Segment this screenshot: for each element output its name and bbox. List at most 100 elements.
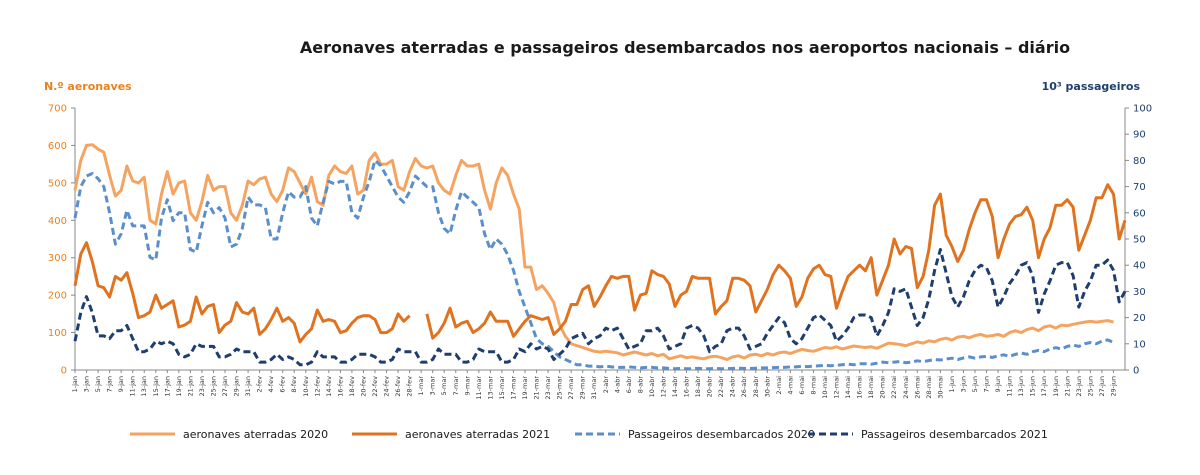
x-tick-label: 10-abr bbox=[648, 376, 656, 398]
x-tick-label: 21-mar bbox=[533, 376, 541, 400]
y-right-tick-label: 20 bbox=[1133, 313, 1146, 324]
x-tick-label: 29-jan bbox=[233, 376, 241, 397]
x-tick-label: 11-mar bbox=[475, 376, 483, 400]
x-tick-label: 15-mar bbox=[498, 376, 506, 400]
y-right-tick-label: 10 bbox=[1133, 339, 1146, 350]
x-tick-label: 5-jan bbox=[94, 376, 102, 392]
y-right-tick-label: 70 bbox=[1133, 182, 1146, 193]
x-tick-label: 12-mai bbox=[833, 376, 841, 399]
x-tick-label: 3-jun bbox=[959, 376, 967, 393]
legend-label: aeronaves aterradas 2021 bbox=[405, 428, 550, 441]
x-tick-label: 22-abr bbox=[717, 376, 725, 398]
x-tick-label: 21-jan bbox=[186, 376, 194, 397]
x-tick-label: 17-jan bbox=[163, 376, 171, 397]
axes-layer: 0 100 200 300 400 500 600 700 0 10 20 30 40 50 60 70 80 9… bbox=[48, 104, 1152, 400]
y-right-tick-label: 30 bbox=[1133, 287, 1146, 298]
x-tick-label: 30-mai bbox=[936, 376, 944, 399]
x-tick-label: 2-fev bbox=[256, 376, 264, 393]
y-axis-left-title: N.º aeronaves bbox=[44, 80, 132, 93]
x-tick-label: 17-mar bbox=[509, 376, 517, 400]
y-left-tick-label: 300 bbox=[48, 253, 67, 264]
series-line-1 bbox=[425, 183, 1127, 340]
x-tick-label: 24-mai bbox=[902, 376, 910, 399]
x-tick-label: 20-mai bbox=[879, 376, 887, 399]
y-left-tick-label: 100 bbox=[48, 328, 67, 339]
x-tick-label: 29-mar bbox=[579, 376, 587, 400]
x-tick-label: 9-jun bbox=[994, 376, 1002, 393]
x-tick-label: 4-abr bbox=[613, 376, 621, 394]
x-tick-label: 1-jun bbox=[948, 376, 956, 393]
legend-label: Passageiros desembarcados 2021 bbox=[861, 428, 1048, 441]
x-tick-label: 24-fev bbox=[383, 376, 391, 397]
series-layer bbox=[73, 143, 1127, 371]
x-tick-label: 27-jun bbox=[1098, 376, 1106, 397]
y-right-tick-label: 90 bbox=[1133, 130, 1146, 141]
x-tick-label: 10-fev bbox=[302, 376, 310, 397]
x-tick-label: 25-mar bbox=[556, 376, 564, 400]
x-tick-label: 10-mai bbox=[821, 376, 829, 399]
x-tick-label: 31-mar bbox=[590, 376, 598, 400]
x-tick-label: 18-fev bbox=[348, 376, 356, 397]
y-right-tick-label: 40 bbox=[1133, 261, 1146, 272]
series-line-3 bbox=[73, 248, 1127, 367]
x-tick-label: 7-jun bbox=[983, 376, 991, 393]
x-tick-label: 22-mai bbox=[890, 376, 898, 399]
y-right-tick-label: 100 bbox=[1133, 104, 1152, 115]
x-tick-label: 27-jan bbox=[221, 376, 229, 397]
x-tick-label: 4-mai bbox=[786, 376, 794, 395]
x-tick-label: 11-jan bbox=[129, 376, 137, 397]
x-tick-label: 13-mar bbox=[486, 376, 494, 400]
x-tick-label: 13-jan bbox=[140, 376, 148, 397]
x-tick-label: 17-jun bbox=[1040, 376, 1048, 397]
x-tick-label: 19-jun bbox=[1052, 376, 1060, 397]
y-right-tick-label: 50 bbox=[1133, 235, 1146, 246]
x-tick-label: 18-mai bbox=[867, 376, 875, 399]
x-tick-label: 20-fev bbox=[359, 376, 367, 397]
series-line-2 bbox=[73, 158, 1115, 371]
x-tick-label: 12-abr bbox=[659, 376, 667, 398]
x-tick-label: 5-mar bbox=[440, 376, 448, 396]
y-left-tick-label: 0 bbox=[61, 366, 67, 377]
x-tick-label: 7-mar bbox=[452, 376, 460, 396]
x-tick-label: 2-abr bbox=[602, 376, 610, 394]
x-tick-label: 20-abr bbox=[706, 376, 714, 398]
x-tick-label: 28-abr bbox=[752, 376, 760, 398]
x-tick-label: 31-jan bbox=[244, 376, 252, 397]
x-tick-label: 16-abr bbox=[683, 376, 691, 398]
x-tick-label: 8-abr bbox=[636, 376, 644, 394]
x-tick-label: 4-fev bbox=[267, 376, 275, 393]
x-tick-label: 25-jan bbox=[209, 376, 217, 397]
x-tick-label: 8-mai bbox=[809, 376, 817, 395]
x-tick-label: 16-fev bbox=[336, 376, 344, 397]
legend-label: aeronaves aterradas 2020 bbox=[183, 428, 328, 441]
x-tick-label: 6-abr bbox=[625, 376, 633, 394]
x-tick-label: 19-mar bbox=[521, 376, 529, 400]
x-tick-label: 16-mai bbox=[856, 376, 864, 399]
y-left-tick-label: 600 bbox=[48, 141, 67, 152]
x-tick-label: 14-abr bbox=[671, 376, 679, 398]
x-tick-label: 18-abr bbox=[694, 376, 702, 398]
y-axis-right-title: 10³ passageiros bbox=[1041, 80, 1140, 93]
x-tick-label: 30-abr bbox=[763, 376, 771, 398]
series-line-1 bbox=[73, 241, 411, 344]
x-tick-label: 25-jun bbox=[1086, 376, 1094, 397]
y-right-tick-label: 60 bbox=[1133, 208, 1146, 219]
x-tick-label: 9-jan bbox=[117, 376, 125, 392]
x-tick-label: 15-jan bbox=[152, 376, 160, 397]
y-right-tick-label: 80 bbox=[1133, 156, 1146, 167]
x-tick-label: 6-mai bbox=[798, 376, 806, 395]
x-tick-label: 13-jun bbox=[1017, 376, 1025, 397]
x-tick-label: 27-mar bbox=[567, 376, 575, 400]
y-left-tick-label: 200 bbox=[48, 291, 67, 302]
x-tick-label: 5-jun bbox=[971, 376, 979, 393]
x-tick-label: 1-jan bbox=[71, 376, 79, 392]
x-tick-label: 24-abr bbox=[729, 376, 737, 398]
legend-label: Passageiros desembarcados 2020 bbox=[628, 428, 815, 441]
x-tick-label: 28-mai bbox=[925, 376, 933, 399]
x-tick-label: 7-jan bbox=[106, 376, 114, 392]
x-tick-label: 12-fev bbox=[313, 376, 321, 397]
x-tick-label: 9-mar bbox=[463, 376, 471, 396]
x-tick-label: 23-mar bbox=[544, 376, 552, 400]
x-tick-label: 3-jan bbox=[83, 376, 91, 392]
